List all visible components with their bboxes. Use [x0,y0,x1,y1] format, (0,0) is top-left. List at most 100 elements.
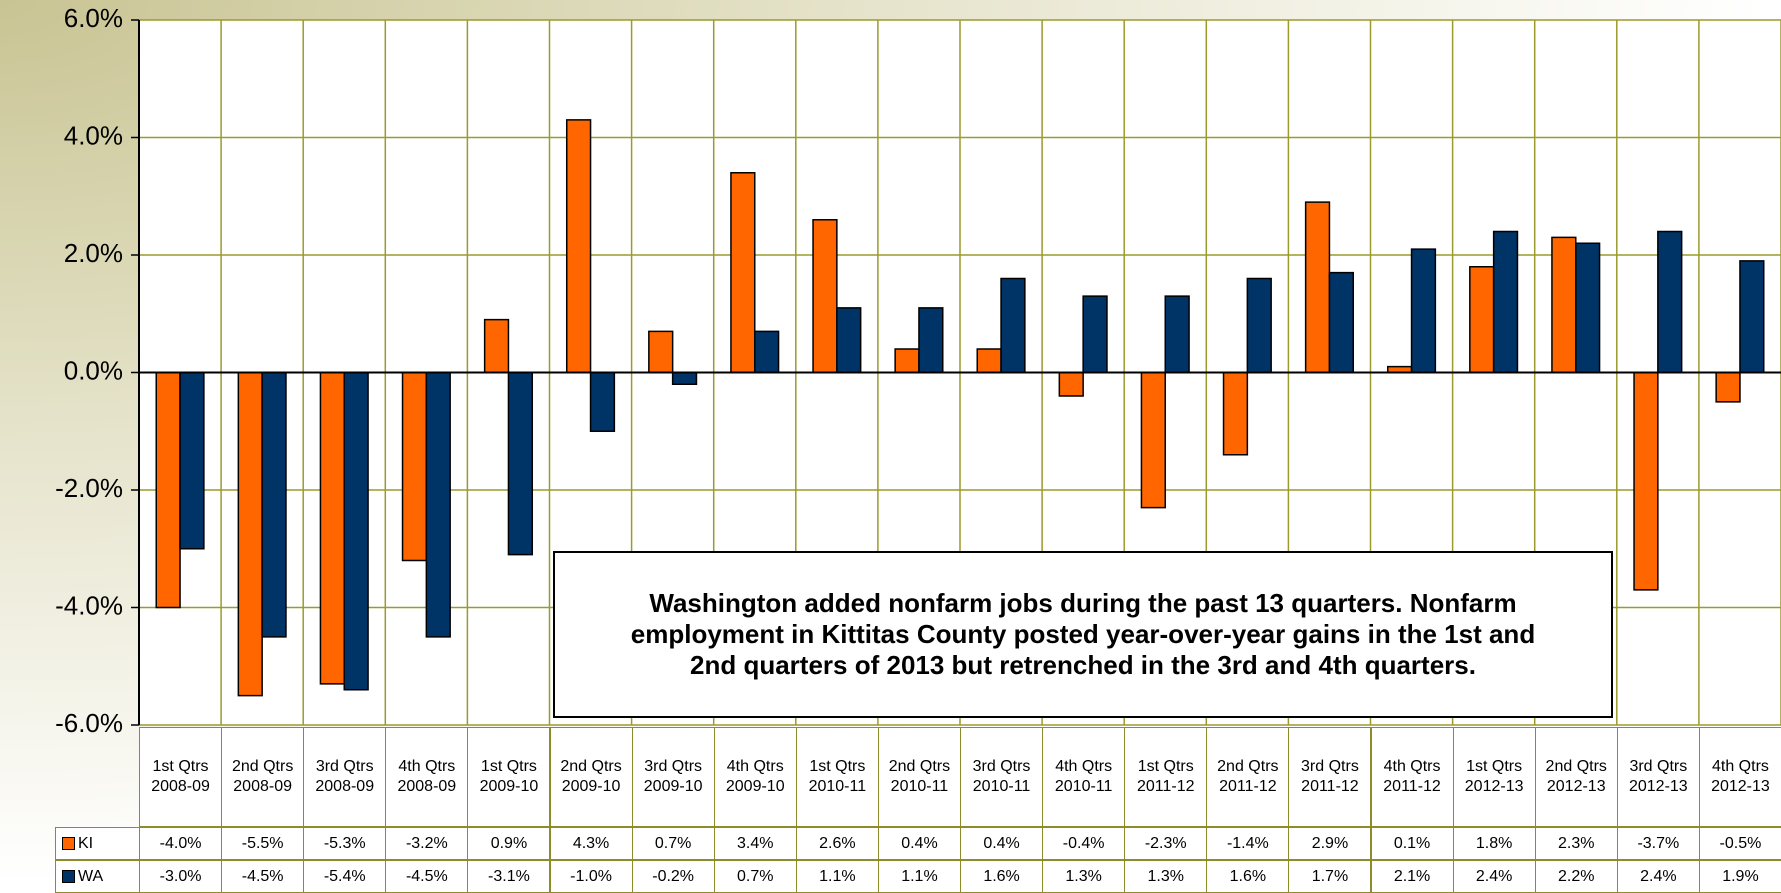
bar [1328,271,1355,374]
data-label: 1.3% [1042,860,1126,893]
bar [483,318,510,374]
x-tick-label: 1st Qtrs 2008-09 [139,727,223,827]
x-tick-label: 4th Qtrs 2009-10 [713,727,797,827]
x-tick-label: 3rd Qtrs 2012-13 [1616,727,1700,827]
y-tick-label: -2.0% [55,473,123,503]
bar [507,371,534,556]
data-label: -3.7% [1616,827,1700,860]
bar [1222,371,1249,456]
bar [1058,371,1084,397]
bar [1492,230,1519,374]
bar [1304,201,1331,374]
data-label: -0.5% [1698,827,1781,860]
x-tick-label: 3rd Qtrs 2011-12 [1288,727,1372,827]
bar [565,119,592,374]
data-label: -3.2% [385,827,469,860]
data-label: -0.4% [1042,827,1126,860]
y-tick-label: 0.0% [64,355,123,385]
data-label: 2.6% [795,827,879,860]
data-label: 1.6% [1206,860,1290,893]
data-label: 2.4% [1616,860,1700,893]
bar [1739,260,1765,374]
bar [1082,295,1108,374]
bar [836,307,862,374]
y-tick-label: 4.0% [64,120,123,150]
bar [918,307,944,374]
bar [1246,277,1272,374]
bar [1551,236,1577,374]
x-tick-label: 3rd Qtrs 2009-10 [631,727,715,827]
bar [1000,277,1026,374]
bar [1657,230,1683,374]
bar [237,371,263,697]
x-tick-label: 1st Qtrs 2009-10 [467,727,551,827]
x-tick-label: 2nd Qtrs 2012-13 [1534,727,1618,827]
bar [671,371,698,385]
data-label: 1.9% [1698,860,1781,893]
bar [894,348,920,374]
annotation: Washington added nonfarm jobs during the… [553,551,1613,718]
data-label: 2.9% [1288,827,1372,860]
bar [1633,371,1659,591]
data-label: -4.5% [221,860,305,893]
x-tick-label: 2nd Qtrs 2010-11 [877,727,961,827]
bar [261,371,287,638]
bar [179,371,205,550]
x-tick-label: 1st Qtrs 2012-13 [1452,727,1536,827]
data-label: 1.8% [1452,827,1536,860]
data-label: 1.1% [877,860,961,893]
data-label: 0.9% [467,827,551,860]
data-label: -4.0% [139,827,223,860]
x-tick-label: 1st Qtrs 2010-11 [795,727,879,827]
data-label: 2.3% [1534,827,1618,860]
data-label: 4.3% [549,827,633,860]
data-label: 0.1% [1370,827,1454,860]
data-label: 3.4% [713,827,797,860]
y-tick-label: 6.0% [64,3,123,33]
data-label: 1.6% [960,860,1044,893]
bar [425,371,451,638]
data-label: -1.4% [1206,827,1290,860]
data-label: -4.5% [385,860,469,893]
y-tick-label: 2.0% [64,238,123,268]
legend-label: KI [78,834,94,852]
legend-entry: WA [55,860,140,893]
bar [1410,248,1437,374]
data-label: -0.2% [631,860,715,893]
bar [589,371,616,432]
bar [343,371,369,691]
x-tick-label: 2nd Qtrs 2008-09 [221,727,305,827]
legend-entry: KI [55,827,140,860]
legend-swatch [62,870,75,883]
data-label: -3.0% [139,860,223,893]
x-tick-label: 4th Qtrs 2010-11 [1042,727,1126,827]
data-label: -5.4% [303,860,387,893]
legend-swatch [62,837,75,850]
bar [319,371,346,685]
bar [1140,371,1167,509]
x-tick-label: 2nd Qtrs 2009-10 [549,727,633,827]
data-label: -5.3% [303,827,387,860]
bar [754,330,780,374]
data-label: 1.7% [1288,860,1372,893]
bar [976,348,1002,374]
data-label: 2.1% [1370,860,1454,893]
data-label: 2.2% [1534,860,1618,893]
bar [401,371,428,562]
bar [155,371,181,609]
bar [1715,371,1741,403]
data-label: 2.4% [1452,860,1536,893]
data-label: -5.5% [221,827,305,860]
data-label: -1.0% [549,860,633,893]
x-tick-label: 3rd Qtrs 2010-11 [960,727,1044,827]
x-tick-label: 4th Qtrs 2012-13 [1698,727,1781,827]
data-label: 0.7% [631,827,715,860]
data-label: -2.3% [1124,827,1208,860]
x-tick-label: 3rd Qtrs 2008-09 [303,727,387,827]
data-label: 0.4% [877,827,961,860]
x-tick-label: 1st Qtrs 2011-12 [1124,727,1208,827]
x-tick-label: 4th Qtrs 2011-12 [1370,727,1454,827]
data-label: 0.7% [713,860,797,893]
bar [1469,266,1495,374]
